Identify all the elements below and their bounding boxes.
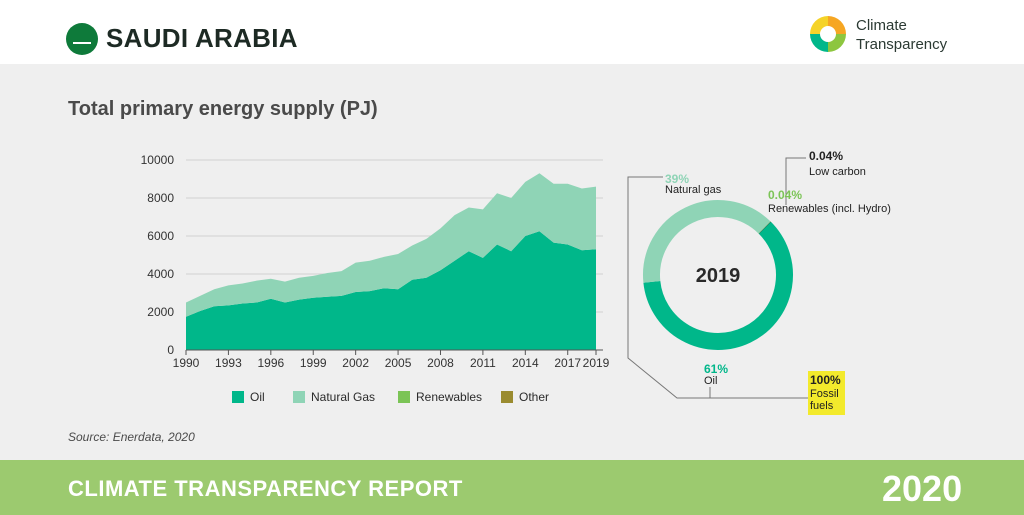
area-natural-gas xyxy=(186,173,596,317)
leader-line xyxy=(785,157,806,205)
renewables-label: Renewables (incl. Hydro) xyxy=(768,203,891,215)
logo-line-1: Climate xyxy=(856,17,907,34)
footer-title: CLIMATE TRANSPARENCY REPORT xyxy=(68,476,463,501)
fossil-highlight xyxy=(808,371,845,415)
x-tick-label: 2019 xyxy=(583,356,610,370)
y-tick-label: 10000 xyxy=(141,153,175,167)
x-tick-label: 1990 xyxy=(173,356,200,370)
donut-slice xyxy=(643,221,793,350)
leader-lines xyxy=(627,157,808,399)
x-tick-label: 2011 xyxy=(470,356,496,370)
chart-title: Total primary energy supply (PJ) xyxy=(68,98,378,120)
y-tick-label: 0 xyxy=(167,343,174,357)
x-tick-label: 2014 xyxy=(512,356,539,370)
logo-line-2: Transparency xyxy=(856,36,948,53)
donut-center-label: 2019 xyxy=(696,265,741,287)
saudi-flag-icon xyxy=(66,23,98,55)
country-title: SAUDI ARABIA xyxy=(106,23,298,53)
low-carbon-label: Low carbon xyxy=(809,166,866,178)
gas-label: Natural gas xyxy=(665,184,722,196)
x-tick-label: 2005 xyxy=(385,356,412,370)
source-note: Source: Enerdata, 2020 xyxy=(68,430,195,444)
x-tick-label: 2008 xyxy=(427,356,454,370)
low-carbon-pct-label: 0.04% xyxy=(809,149,844,163)
x-tick-label: 1996 xyxy=(257,356,284,370)
legend-item-renewables: Renewables xyxy=(398,390,482,404)
fossil-label-line-1: Fossil xyxy=(810,388,839,400)
x-tick-label: 2002 xyxy=(342,356,369,370)
legend-swatch-oil xyxy=(232,391,244,403)
gas-pct-label: 39% xyxy=(665,172,690,186)
fossil-pct-label: 100% xyxy=(810,373,841,387)
y-tick-label: 8000 xyxy=(147,191,174,205)
legend-swatch-natural-gas xyxy=(293,391,305,403)
legend-item-other: Other xyxy=(501,390,549,404)
fossil-label: Fossil fuels xyxy=(810,388,839,412)
legend-item-oil: Oil xyxy=(232,390,265,404)
legend-swatch-other xyxy=(501,391,513,403)
legend-label-renewables: Renewables xyxy=(416,390,483,404)
leader-line xyxy=(627,176,808,399)
legend-label-other: Other xyxy=(519,390,550,404)
report-footer: CLIMATE TRANSPARENCY REPORT 2020 xyxy=(0,460,1024,515)
area-oil xyxy=(186,231,596,350)
axes: 0 2000 4000 6000 8000 10000 1990 1993 1996 1999 20… xyxy=(141,153,610,370)
climate-transparency-logo-icon xyxy=(810,16,846,52)
oil-pct-label: 61% xyxy=(704,362,729,376)
y-tick-label: 2000 xyxy=(147,305,174,319)
legend-item-natural-gas: Natural Gas xyxy=(293,390,375,404)
x-tick-label: 2017 xyxy=(554,356,581,370)
x-tick-label: 1993 xyxy=(215,356,242,370)
area-series xyxy=(186,173,596,350)
x-tick-label: 1999 xyxy=(300,356,327,370)
donut-chart: 2019 xyxy=(643,200,793,350)
renewables-pct-label: 0.04% xyxy=(768,188,803,202)
logo-text: Climate Transparency xyxy=(856,16,947,54)
donut-slice xyxy=(643,200,771,283)
legend-swatch-renewables xyxy=(398,391,410,403)
report-header: SAUDI ARABIA Climate Transparency xyxy=(0,0,1024,64)
legend-label-oil: Oil xyxy=(250,390,265,404)
y-tick-label: 6000 xyxy=(147,229,174,243)
y-tick-label: 4000 xyxy=(147,267,174,281)
footer-year: 2020 xyxy=(882,468,963,509)
fossil-label-line-2: fuels xyxy=(810,400,834,412)
legend-label-natural-gas: Natural Gas xyxy=(311,390,376,404)
oil-label: Oil xyxy=(704,375,718,387)
